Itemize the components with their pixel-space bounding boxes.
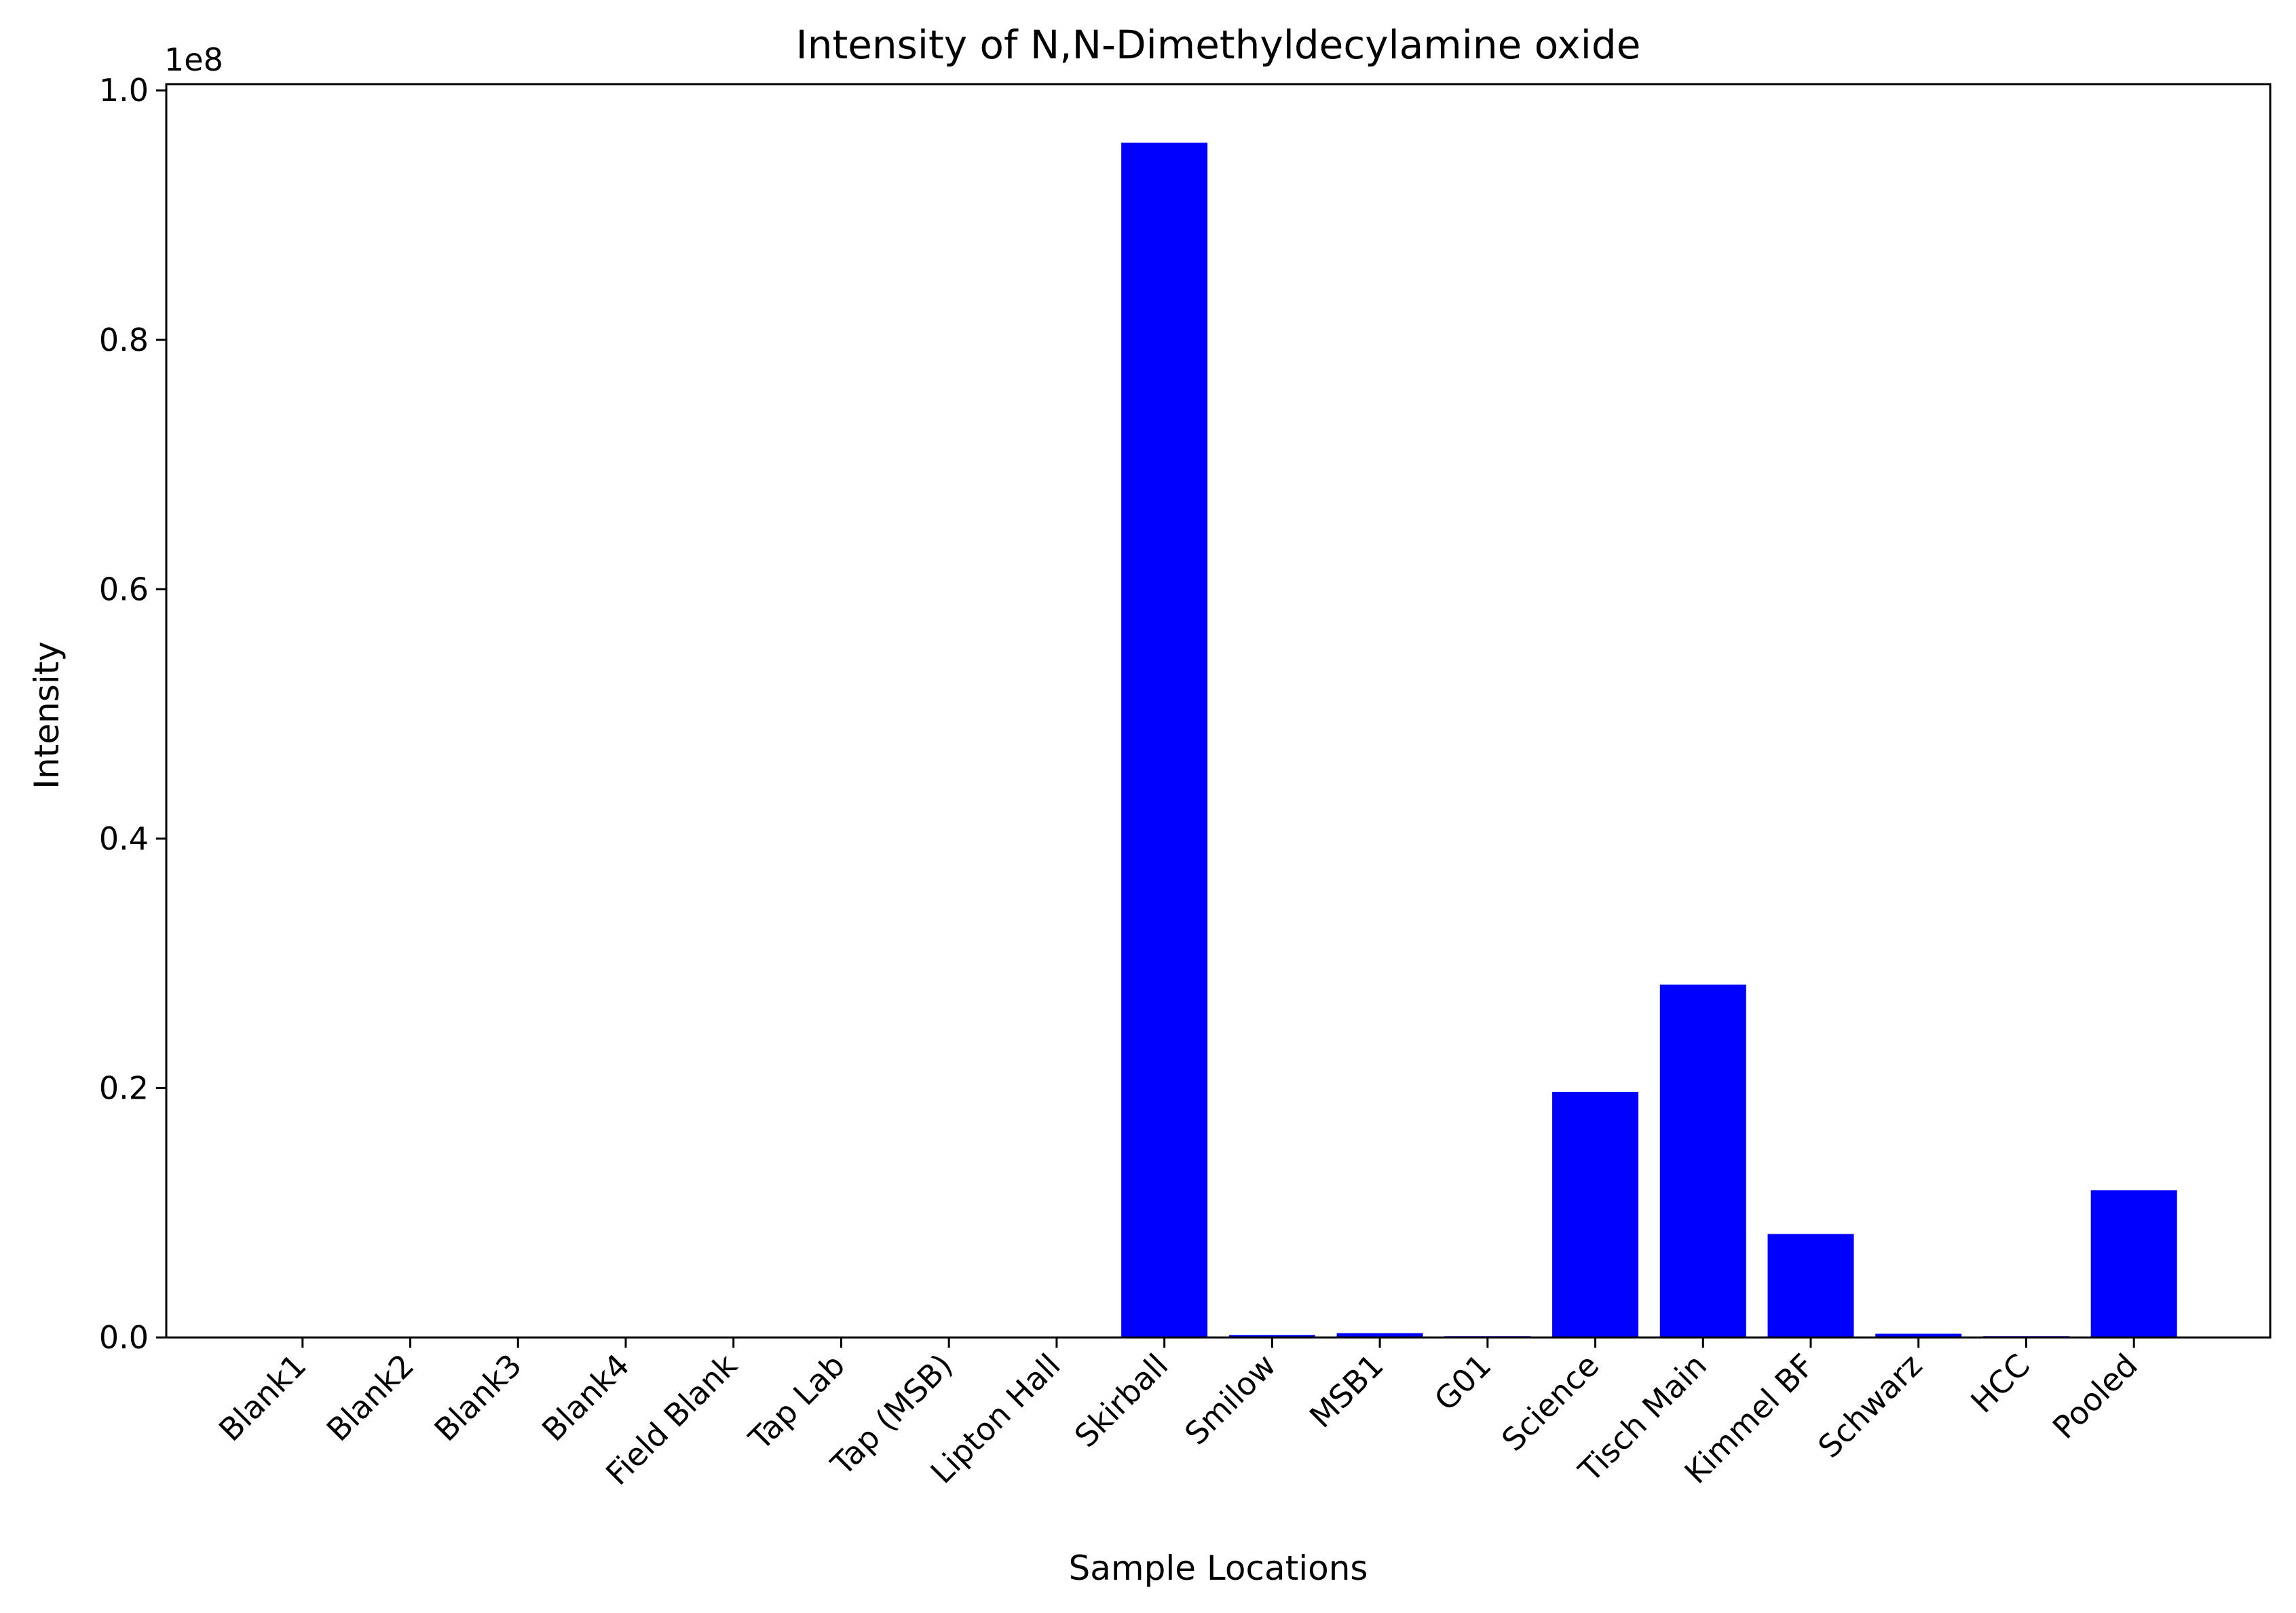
y-tick-label: 0.8: [99, 322, 149, 358]
bar-kimmel-bf: [1767, 1234, 1854, 1337]
x-axis-label: Sample Locations: [1069, 1549, 1368, 1588]
bar-pooled: [2090, 1190, 2177, 1337]
bar-msb1: [1336, 1333, 1423, 1337]
y-axis-ticks: 0.0 0.2 0.4 0.6 0.8 1.0: [99, 72, 166, 1356]
bar-schwarz: [1875, 1333, 1962, 1337]
y-axis-label: Intensity: [27, 641, 67, 789]
y-tick-label: 0.4: [99, 820, 149, 857]
bar-skirball: [1121, 143, 1208, 1337]
plot-frame: [165, 83, 2272, 1339]
y-axis-offset-label: 1e8: [164, 41, 223, 78]
bar-smilow: [1228, 1335, 1315, 1337]
bars-group: [1121, 143, 2177, 1337]
bar-science: [1552, 1091, 1639, 1337]
chart-title: Intensity of N,N-Dimethyldecylamine oxid…: [796, 22, 1641, 68]
y-tick-label: 0.0: [99, 1319, 149, 1356]
y-tick-label: 1.0: [99, 72, 149, 109]
y-tick-label: 0.6: [99, 571, 149, 607]
y-tick-label: 0.2: [99, 1069, 149, 1106]
bar-tisch-main: [1659, 984, 1746, 1337]
